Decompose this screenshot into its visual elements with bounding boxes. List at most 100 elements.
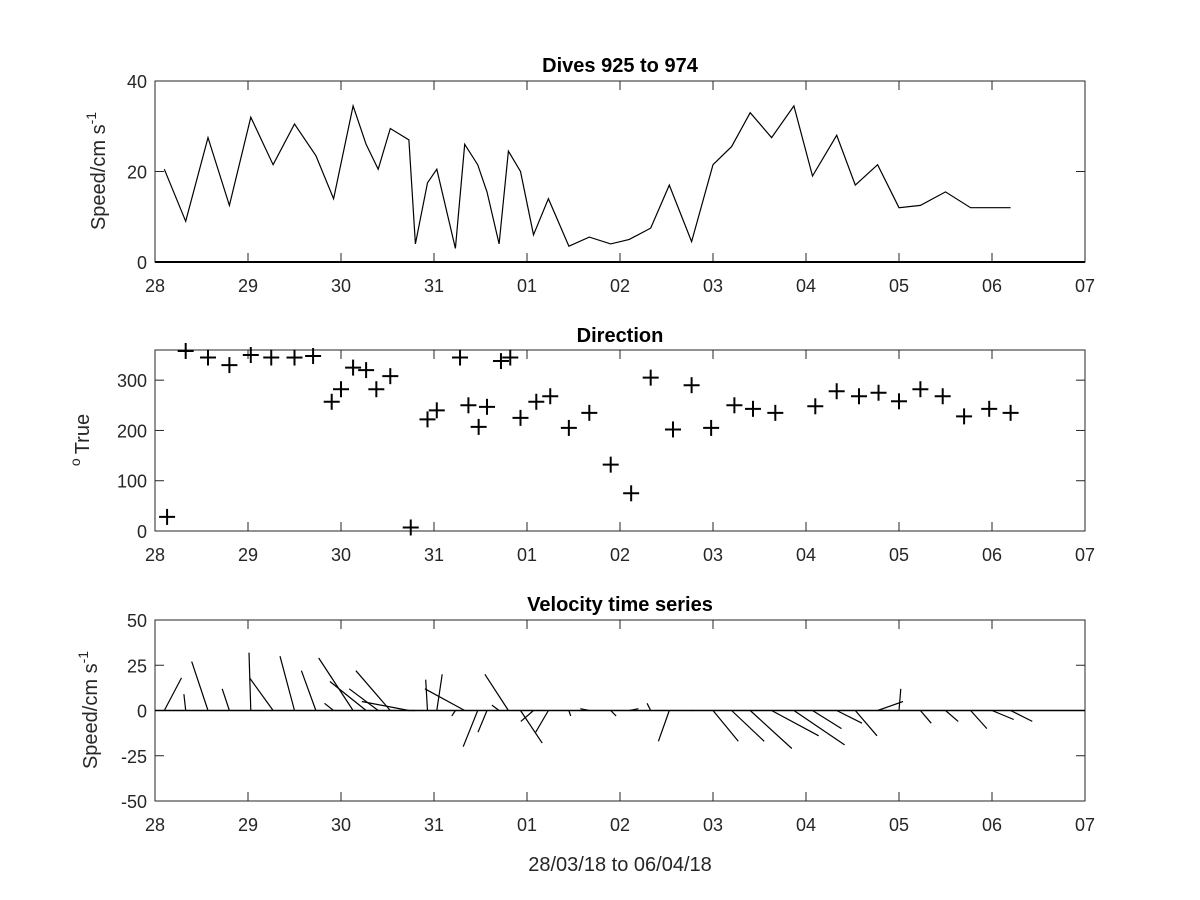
panel1-plus-marker: [479, 398, 496, 415]
panel1-plus-marker: [492, 353, 509, 370]
direction-panel-ylabel-prefix: o: [67, 458, 83, 466]
panel2-xtick-label: 05: [889, 815, 909, 835]
panel2-xtick-label: 30: [331, 815, 351, 835]
panel1-plus-marker: [934, 388, 951, 405]
panel1-plus-marker: [428, 402, 445, 419]
panel2-velocity-stick: [484, 673, 509, 711]
speed-panel: Dives 925 to 974 28 29 30 31 01 02 03 04 05 06 07 0…: [83, 55, 1095, 296]
velocity-panel-ylabel-text: Speed/cm s: [80, 663, 102, 769]
velocity-panel-xlabel: 28/03/18 to 06/04/18: [528, 854, 712, 876]
panel1-plus-marker: [305, 348, 322, 365]
panel1-plus-marker: [177, 343, 194, 360]
panel2-ytick-label: -25: [121, 747, 147, 767]
panel1-xtick-label: 01: [517, 545, 537, 565]
panel2-velocity-stick: [610, 710, 617, 717]
panel2-velocity-stick: [836, 709, 863, 724]
panel2-velocity-stick: [424, 688, 465, 712]
panel2-velocity-stick: [919, 710, 932, 724]
panel0-xtick-label: 02: [610, 276, 630, 296]
panel1-plus-marker: [542, 388, 559, 405]
panel1-plus-marker: [1002, 404, 1019, 421]
panel2-velocity-stick: [854, 710, 878, 737]
panel1-plus-marker: [956, 408, 973, 425]
panel1-ytick-label: 200: [117, 421, 147, 441]
panel1-plus-marker: [665, 421, 682, 438]
panel1-plus-marker: [502, 349, 519, 366]
panel0-xtick-label: 03: [703, 276, 723, 296]
panel1-plus-marker: [581, 404, 598, 421]
panel1-plus-marker: [602, 456, 619, 473]
speed-panel-ylabel-text: Speed/cm s: [88, 124, 110, 230]
panel1-plus-marker: [767, 404, 784, 421]
panel2-xtick-label: 04: [796, 815, 816, 835]
panel2-xtick-label: 07: [1075, 815, 1095, 835]
panel2-velocity-stick: [580, 708, 590, 712]
panel0-xtick-label: 28: [145, 276, 165, 296]
panel2-velocity-stick: [520, 710, 534, 722]
panel1-plus-marker: [358, 362, 375, 379]
velocity-panel-marks: [155, 652, 1085, 749]
panel2-velocity-stick: [436, 674, 443, 711]
panel2-velocity-stick: [355, 670, 391, 711]
panel2-velocity-stick: [451, 710, 456, 717]
panel0-xtick-label: 05: [889, 276, 909, 296]
panel1-plus-marker: [512, 409, 529, 426]
panel0-series-line: [163, 103, 1011, 249]
panel2-velocity-stick: [248, 652, 252, 711]
panel1-plus-marker: [200, 349, 217, 366]
panel2-velocity-stick: [348, 688, 379, 711]
panel0-xtick-label: 06: [982, 276, 1002, 296]
panel0-xtick-label: 04: [796, 276, 816, 296]
panel1-xtick-label: 31: [424, 545, 444, 565]
panel1-plus-marker: [382, 368, 399, 385]
panel1-plus-marker: [683, 377, 700, 394]
direction-panel-title: Direction: [577, 325, 664, 347]
panel2-ytick-label: -50: [121, 792, 147, 812]
panel2-velocity-stick: [191, 661, 209, 711]
panel2-velocity-stick: [535, 710, 549, 733]
direction-panel: Direction 28 29 30 31 01 02 03 04 05 06 07 0 100 200 3…: [67, 325, 1095, 565]
panel0-xtick-label: 30: [331, 276, 351, 296]
speed-panel-frame: [154, 80, 1086, 263]
panel1-xtick-label: 06: [982, 545, 1002, 565]
panel2-xtick-label: 06: [982, 815, 1002, 835]
panel1-plus-marker: [528, 393, 545, 410]
panel0-xtick-label: 07: [1075, 276, 1095, 296]
panel1-plus-marker: [642, 369, 659, 386]
panel2-velocity-stick: [812, 709, 842, 730]
panel2-velocity-stick: [568, 710, 572, 717]
velocity-panel-ylabel: Speed/cm s-1: [75, 651, 102, 769]
panel1-xtick-label: 30: [331, 545, 351, 565]
panel2-velocity-stick: [477, 710, 488, 733]
panel1-plus-marker: [703, 419, 720, 436]
speed-panel-title: Dives 925 to 974: [542, 55, 699, 77]
panel1-plus-marker: [560, 419, 577, 436]
panel2-velocity-stick: [519, 710, 543, 744]
panel2-xtick-label: 01: [517, 815, 537, 835]
direction-panel-frame: [154, 349, 1086, 532]
panel1-ytick-label: 300: [117, 371, 147, 391]
panel2-velocity-stick: [183, 694, 187, 711]
panel2-velocity-stick: [629, 708, 639, 712]
panel2-velocity-stick: [712, 710, 739, 742]
panel0-xtick-label: 01: [517, 276, 537, 296]
panel1-plus-marker: [286, 349, 303, 366]
panel1-xtick-label: 02: [610, 545, 630, 565]
panel2-xtick-label: 02: [610, 815, 630, 835]
direction-panel-ylabel: o True: [67, 414, 94, 466]
speed-panel-ticks: 28 29 30 31 01 02 03 04 05 06 07 0 20 40: [127, 72, 1095, 296]
panel1-plus-marker: [345, 359, 362, 376]
speed-panel-marks: [155, 103, 1085, 263]
panel1-plus-marker: [726, 397, 743, 414]
panel1-xtick-label: 03: [703, 545, 723, 565]
panel0-ytick-label: 0: [137, 253, 147, 273]
panel1-xtick-label: 07: [1075, 545, 1095, 565]
panel2-ytick-label: 0: [137, 702, 147, 722]
panel1-plus-marker: [912, 381, 929, 398]
panel1-plus-marker: [828, 383, 845, 400]
panel1-plus-marker: [452, 349, 469, 366]
panel1-plus-marker: [470, 418, 487, 435]
panel2-velocity-stick: [749, 710, 793, 749]
panel2-velocity-stick: [491, 704, 500, 711]
